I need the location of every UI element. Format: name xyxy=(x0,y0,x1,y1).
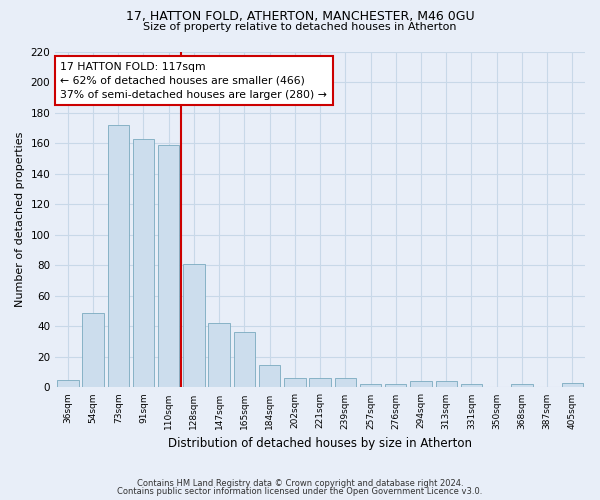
Bar xyxy=(208,324,230,388)
Text: 17 HATTON FOLD: 117sqm
← 62% of detached houses are smaller (466)
37% of semi-de: 17 HATTON FOLD: 117sqm ← 62% of detached… xyxy=(61,62,328,100)
Bar xyxy=(183,264,205,388)
Bar xyxy=(360,384,381,388)
Text: Contains HM Land Registry data © Crown copyright and database right 2024.: Contains HM Land Registry data © Crown c… xyxy=(137,478,463,488)
Bar xyxy=(436,382,457,388)
Bar xyxy=(158,144,179,388)
Bar xyxy=(310,378,331,388)
Bar xyxy=(82,312,104,388)
Bar xyxy=(511,384,533,388)
Bar xyxy=(259,364,280,388)
Bar xyxy=(107,125,129,388)
Bar xyxy=(335,378,356,388)
Text: 17, HATTON FOLD, ATHERTON, MANCHESTER, M46 0GU: 17, HATTON FOLD, ATHERTON, MANCHESTER, M… xyxy=(125,10,475,23)
Bar xyxy=(461,384,482,388)
Text: Size of property relative to detached houses in Atherton: Size of property relative to detached ho… xyxy=(143,22,457,32)
Bar xyxy=(57,380,79,388)
Bar xyxy=(133,138,154,388)
Bar xyxy=(562,383,583,388)
Bar xyxy=(385,384,406,388)
Bar xyxy=(233,332,255,388)
Y-axis label: Number of detached properties: Number of detached properties xyxy=(15,132,25,307)
Bar xyxy=(284,378,305,388)
Text: Contains public sector information licensed under the Open Government Licence v3: Contains public sector information licen… xyxy=(118,487,482,496)
X-axis label: Distribution of detached houses by size in Atherton: Distribution of detached houses by size … xyxy=(168,437,472,450)
Bar xyxy=(410,382,432,388)
